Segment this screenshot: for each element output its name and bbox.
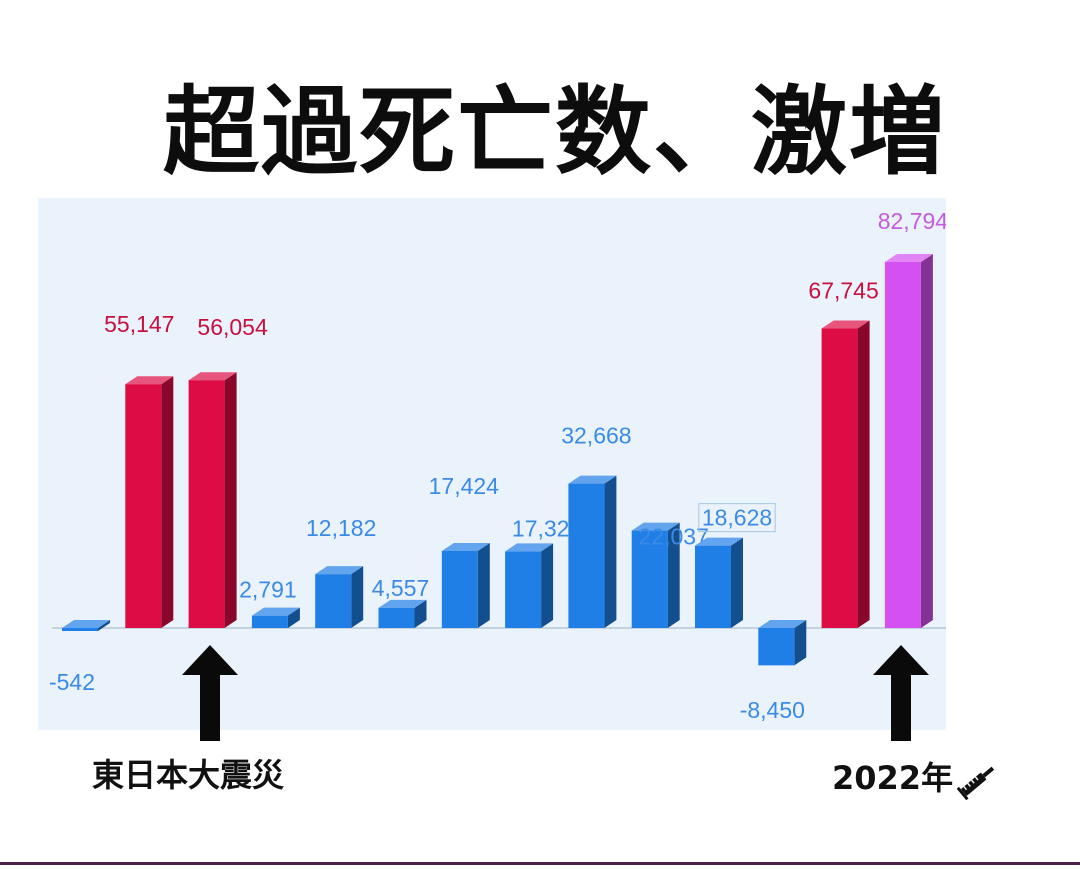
chart-panel: -542 55,147 56,054 2,791 12,182 4,557 17,424 17… (38, 198, 946, 730)
data-label-3: 2,791 (239, 577, 297, 603)
year-2022-label: 2022年 (832, 758, 1001, 800)
bar-top-9 (631, 522, 680, 531)
bar-12 (821, 328, 858, 628)
bar-top-11 (758, 620, 807, 628)
bar-6 (441, 550, 478, 628)
bar-11 (758, 628, 795, 666)
bar-9 (631, 530, 668, 628)
bar-top-7 (505, 543, 554, 552)
bar-side-1 (161, 376, 174, 628)
bar-1 (125, 384, 162, 628)
bar-top-0 (62, 620, 110, 628)
bar-8 (568, 483, 605, 628)
bar-top-6 (441, 542, 490, 551)
bar-top-4 (315, 566, 364, 575)
bar-top-3 (251, 607, 300, 616)
bar-side-5 (414, 599, 427, 628)
data-label-highlight-box (698, 503, 776, 533)
bar-side-6 (477, 542, 490, 628)
bar-4 (315, 574, 352, 628)
page-title: 超過死亡数、激増 (163, 75, 947, 188)
bar-side-13 (920, 254, 933, 628)
bar-side-11 (794, 620, 807, 666)
year-2022-label-text: 2022年 (832, 759, 954, 797)
bar-2 (188, 380, 225, 628)
data-label-6: 17,424 (429, 473, 500, 499)
bar-top-5 (378, 599, 427, 608)
bar-side-9 (667, 522, 680, 628)
bar-side-8 (604, 475, 617, 628)
data-label-8: 32,668 (561, 423, 631, 449)
data-label-0: -542 (49, 669, 95, 695)
bar-3 (251, 615, 288, 628)
arrow-up-icon (182, 645, 238, 741)
data-label-13: 82,794 (878, 208, 946, 234)
data-label-12: 67,745 (808, 278, 878, 304)
bar-top-8 (568, 475, 617, 484)
bar-side-10 (731, 537, 743, 628)
bar-side-12 (857, 320, 870, 628)
bar-top-2 (188, 372, 237, 381)
earthquake-label: 東日本大震災 (92, 755, 284, 795)
bar-side-3 (287, 607, 300, 628)
data-label-5: 4,557 (372, 575, 430, 601)
data-label-4: 12,182 (306, 515, 376, 541)
data-label-10: 18,628 (702, 505, 772, 531)
bottom-divider (0, 862, 1080, 865)
bar-top-12 (821, 320, 870, 329)
bar-7 (505, 551, 542, 628)
bar-5 (378, 607, 415, 628)
bar-side-4 (351, 566, 364, 628)
syringe-icon (956, 766, 995, 800)
bar-top-1 (125, 376, 174, 385)
bar-side-0 (98, 620, 110, 631)
bar-0 (62, 628, 98, 631)
data-label-11: -8,450 (740, 697, 805, 723)
data-label-2: 56,054 (197, 314, 268, 340)
bar-top-13 (884, 254, 933, 262)
arrow-up-icon (873, 645, 929, 741)
bar-top-10 (695, 537, 743, 546)
bar-13 (884, 262, 921, 628)
bar-side-2 (224, 372, 237, 628)
bar-side-7 (541, 543, 554, 628)
data-label-1: 55,147 (104, 311, 174, 337)
bar-10 (695, 545, 731, 628)
earthquake-label-text: 東日本大震災 (92, 756, 285, 794)
